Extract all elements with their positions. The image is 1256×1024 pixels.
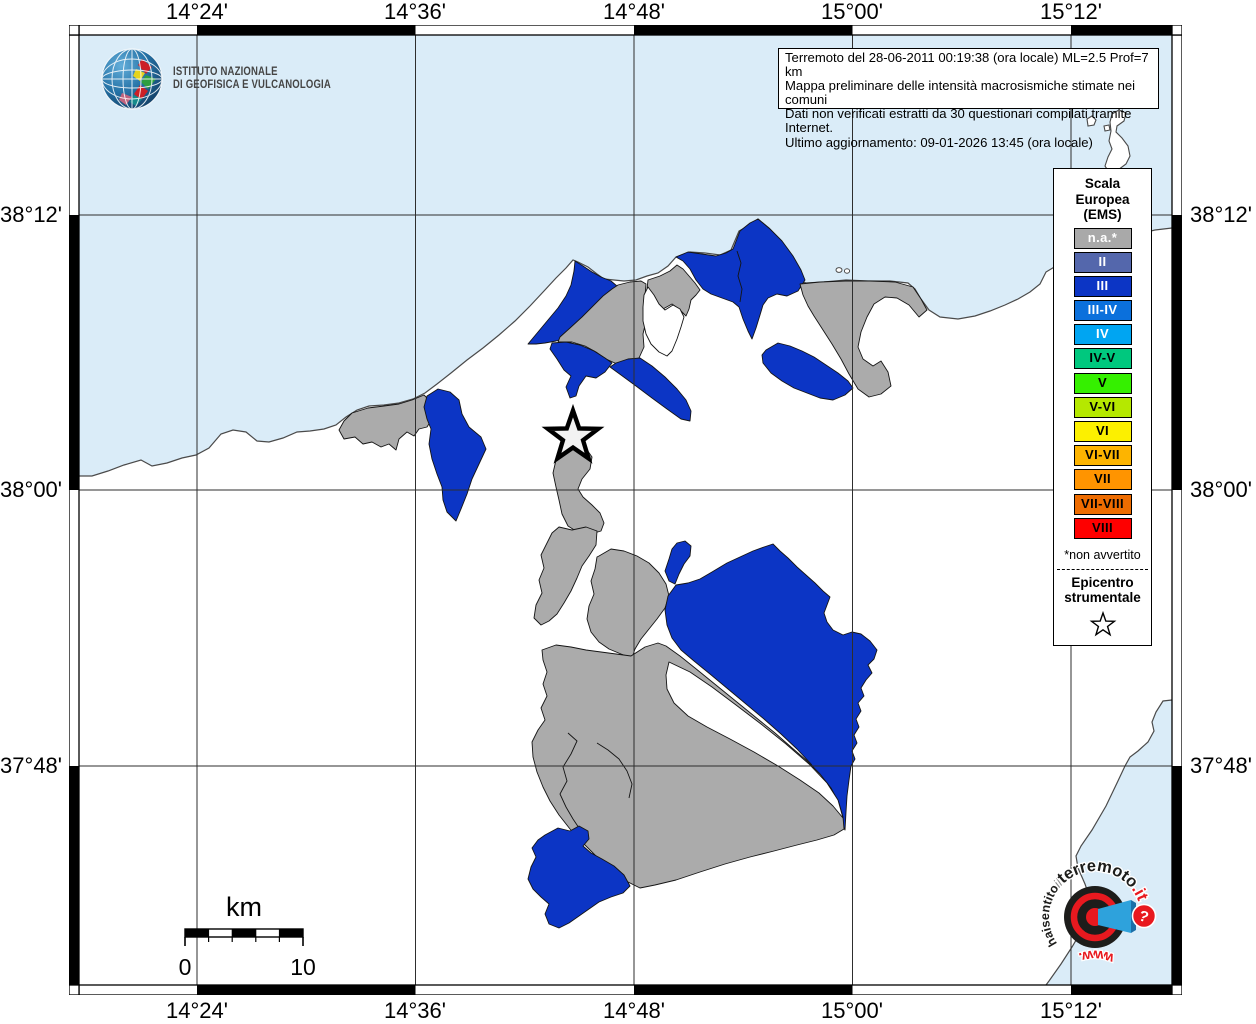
intensity-legend: Scala Europea (EMS) n.a.* II III III-IV … (1053, 168, 1152, 646)
axis-label-top-3: 14°48' (603, 0, 665, 24)
map-canvas: km 0 10 haisentitoilterremoto.it www. ? (69, 25, 1182, 995)
municipality-iii (527, 825, 631, 929)
svg-text:www.: www. (1077, 946, 1117, 966)
brolo-islets (835, 267, 851, 274)
earthquake-info-box: Terremoto del 28-06-2011 00:19:38 (ora l… (778, 48, 1159, 149)
municipality-na (586, 548, 670, 659)
axis-label-bottom-2: 14°36' (384, 998, 446, 1023)
ingv-globe-logo-icon (101, 48, 163, 110)
municipality-border (736, 250, 743, 303)
municipality-iii-large (664, 543, 878, 831)
municipality-iii (675, 218, 806, 340)
legend-title-line3: (EMS) (1083, 207, 1122, 222)
municipality-na (799, 280, 928, 398)
axis-label-top-5: 15°12' (1040, 0, 1102, 24)
axis-label-left-3: 37°48' (0, 753, 62, 778)
scale-end-label: 10 (290, 954, 316, 980)
legend-title-line2: Europea (1075, 191, 1130, 207)
legend-swatch-vii: VII (1073, 469, 1132, 491)
tyrrhenian-coastline (79, 218, 1172, 477)
scale-start-label: 0 (179, 954, 192, 980)
legend-epicenter-line2: strumentale (1064, 589, 1141, 605)
legend-footnote: *non avvertito (1064, 547, 1141, 562)
municipality-outline-wedge (665, 661, 844, 819)
map-frame (69, 25, 1182, 995)
axis-label-left-1: 38°12' (0, 202, 62, 227)
axis-label-right-3: 37°48' (1190, 753, 1252, 778)
tyrrhenian-sea (79, 35, 1172, 476)
axis-label-bottom-3: 14°48' (603, 998, 665, 1023)
ingv-header: ISTITUTO NAZIONALE DI GEOFISICA E VULCAN… (100, 47, 363, 111)
legend-swatch-ii: II (1073, 251, 1132, 273)
legend-swatch-viii: VIII (1073, 517, 1132, 539)
municipality-na (533, 526, 598, 626)
aeolian-islands (1086, 109, 1131, 173)
legend-swatch-iv: IV (1073, 324, 1132, 346)
municipality-iii (761, 342, 854, 401)
axis-label-top-4: 15°00' (821, 0, 883, 24)
legend-swatch-v: V (1073, 372, 1132, 394)
municipality-border (596, 742, 633, 799)
info-line-description: Mappa preliminare delle intensità macros… (785, 78, 1136, 108)
axis-label-bottom-4: 15°00' (821, 998, 883, 1023)
legend-swatches: n.a.* II III III-IV IV IV-V V V-VI VI VI… (1054, 227, 1151, 539)
municipality-iii (609, 357, 692, 422)
legend-swatch-vii-viii: VII-VIII (1073, 493, 1132, 515)
info-line-event: Terremoto del 28-06-2011 00:19:38 (ora l… (785, 50, 1149, 80)
axis-label-right-1: 38°12' (1190, 202, 1252, 227)
axis-label-top-1: 14°24' (166, 0, 228, 24)
info-line-data-source: Dati non verificati estratti da 30 quest… (785, 106, 1132, 136)
epicenter-star (541, 403, 605, 464)
legend-epicenter-star-icon (1089, 610, 1116, 637)
legend-swatch-v-vi: V-VI (1073, 396, 1132, 418)
logo-question-badge (1131, 903, 1157, 929)
axis-label-bottom-1: 14°24' (166, 998, 228, 1023)
ingv-name-line1: ISTITUTO NAZIONALE (173, 65, 278, 78)
legend-swatch-vi-vii: VI-VII (1073, 445, 1132, 467)
legend-epicenter-line1: Epicentro (1071, 574, 1134, 590)
axis-label-left-2: 38°00' (0, 477, 62, 502)
legend-divider (1057, 568, 1148, 570)
legend-swatch-iii: III (1073, 275, 1132, 297)
info-line-updated: Ultimo aggiornamento: 09-01-2026 13:45 (… (785, 134, 1093, 150)
scale-unit-label: km (226, 892, 262, 922)
municipality-iii (664, 540, 692, 585)
legend-swatch-iv-v: IV-V (1073, 348, 1132, 370)
municipality-na (338, 394, 433, 451)
legend-title-line1: Scala (1084, 176, 1121, 191)
legend-swatch-iii-iv: III-IV (1073, 300, 1132, 322)
legend-swatch-na: n.a.* (1073, 227, 1132, 249)
municipality-iii (423, 388, 487, 522)
axis-label-bottom-5: 15°12' (1040, 998, 1102, 1023)
scale-bar: km 0 10 (179, 892, 316, 980)
municipality-iii (549, 341, 613, 399)
legend-swatch-vi: VI (1073, 421, 1132, 442)
ingv-name-line2: DI GEOFISICA E VULCANOLOGIA (173, 79, 331, 91)
logo-megaphone-icon (1098, 900, 1131, 933)
municipality-border (559, 732, 582, 832)
axis-label-top-2: 14°36' (384, 0, 446, 24)
axis-label-right-2: 38°00' (1190, 477, 1252, 502)
municipality-outline (642, 286, 685, 357)
